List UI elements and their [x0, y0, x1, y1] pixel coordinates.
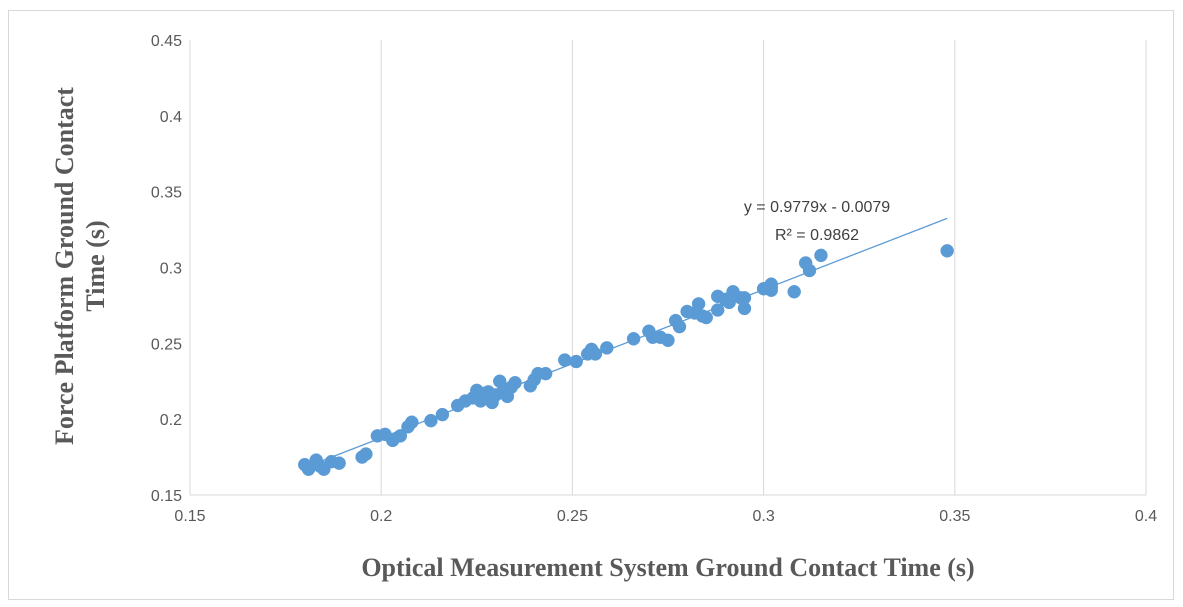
data-point: [332, 456, 346, 470]
x-tick-labels: 0.15 0.2 0.25 0.3 0.35 0.4: [174, 508, 1157, 525]
axes: [189, 40, 1146, 496]
data-point: [600, 341, 614, 355]
y-tick-label: 0.3: [160, 261, 182, 278]
y-axis-title-2: Time (s): [81, 220, 110, 311]
x-tick-label: 0.15: [174, 508, 205, 525]
x-tick-label: 0.35: [939, 508, 970, 525]
y-axis-title-line-2: Time (s): [81, 220, 110, 311]
trendline-equation: y = 0.9779x - 0.0079: [744, 199, 890, 216]
data-point: [538, 366, 553, 381]
x-tick-label: 0.25: [557, 508, 588, 525]
data-point: [814, 248, 828, 263]
y-tick-label: 0.25: [151, 336, 182, 353]
data-point: [940, 244, 954, 258]
x-tick-label: 0.2: [370, 508, 392, 525]
y-tick-label: 0.2: [160, 412, 182, 429]
data-point: [393, 429, 408, 443]
data-point: [661, 333, 675, 348]
data-point: [359, 447, 373, 461]
data-point: [699, 310, 713, 325]
y-tick-labels: 0.15 0.2 0.25 0.3 0.35 0.4 0.45: [151, 33, 182, 505]
data-points: [297, 244, 954, 476]
data-point: [405, 415, 419, 429]
data-point: [764, 283, 778, 297]
chart-frame: [8, 10, 1174, 600]
y-tick-label: 0.4: [160, 109, 182, 126]
x-tick-label: 0.4: [1135, 508, 1157, 525]
data-point: [787, 285, 801, 299]
x-tick-label: 0.3: [752, 508, 774, 525]
data-point: [737, 301, 752, 316]
data-point: [802, 263, 817, 278]
data-point: [558, 353, 572, 367]
data-point: [435, 407, 450, 422]
data-point: [626, 332, 641, 346]
data-point: [691, 297, 706, 311]
r-squared-label: R² = 0.9862: [775, 227, 859, 244]
data-point: [672, 319, 687, 334]
y-tick-label: 0.15: [151, 488, 182, 505]
data-point: [710, 303, 725, 317]
y-axis-title: Force Platform Ground Contact: [50, 87, 79, 445]
y-tick-label: 0.35: [151, 185, 182, 202]
data-point: [424, 413, 438, 428]
gridlines: [380, 40, 1147, 495]
x-axis-title: Optical Measurement System Ground Contac…: [361, 553, 974, 582]
data-point: [508, 376, 522, 390]
data-point: [569, 354, 583, 369]
y-tick-label: 0.45: [151, 33, 182, 50]
y-axis-title-line-1: Force Platform Ground Contact: [50, 87, 79, 445]
data-point: [588, 347, 603, 361]
